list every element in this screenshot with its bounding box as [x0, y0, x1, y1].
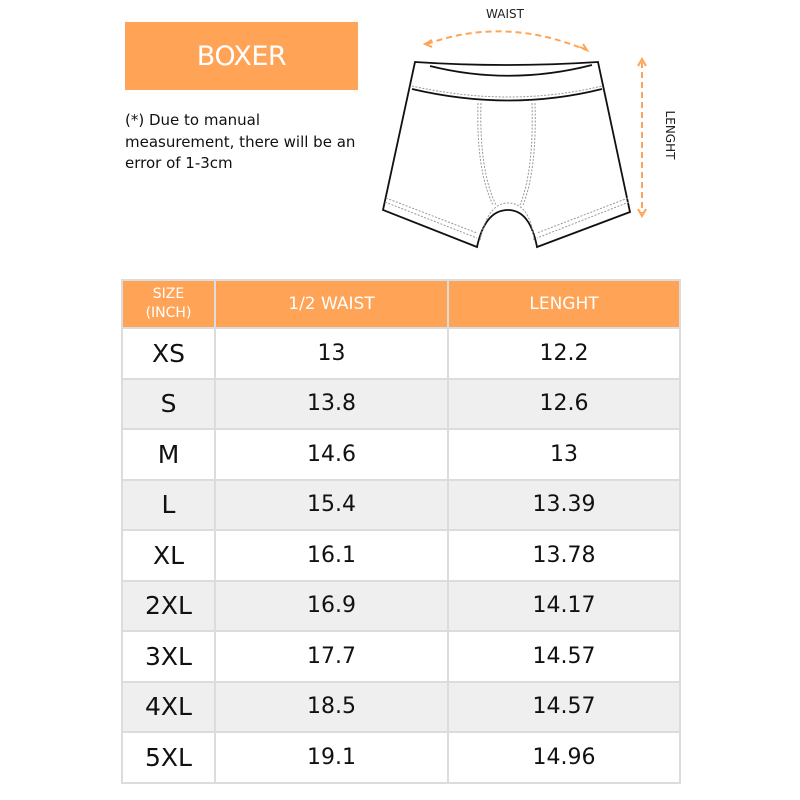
waist-cell: 13.8	[214, 377, 449, 430]
waist-label: WAIST	[486, 7, 525, 21]
length-cell: 14.57	[447, 630, 681, 683]
header-waist: 1/2 WAIST	[214, 279, 449, 329]
table-row: 3XL 17.7 14.57	[121, 630, 681, 683]
table-row: XS 13 12.2	[121, 327, 681, 380]
table-row: 5XL 19.1 14.96	[121, 731, 681, 784]
waist-cell: 17.7	[214, 630, 449, 683]
waist-arrow	[426, 30, 587, 51]
length-cell: 14.17	[447, 579, 681, 632]
table-row: S 13.8 12.6	[121, 377, 681, 430]
table-row: XL 16.1 13.78	[121, 529, 681, 582]
size-cell: XS	[121, 327, 216, 380]
length-label: LENGHT	[663, 111, 677, 161]
size-cell: XL	[121, 529, 216, 582]
boxer-stitching	[384, 85, 630, 241]
table-row: 4XL 18.5 14.57	[121, 680, 681, 733]
boxer-outline	[381, 61, 632, 249]
size-cell: M	[121, 428, 216, 481]
boxer-illustration: WAIST LENGHT	[381, 7, 677, 249]
waist-cell: 18.5	[214, 680, 449, 733]
waist-cell: 16.9	[214, 579, 449, 632]
waist-cell: 19.1	[214, 731, 449, 784]
size-cell: 5XL	[121, 731, 216, 784]
size-cell: 4XL	[121, 680, 216, 733]
length-cell: 12.2	[447, 327, 681, 380]
length-cell: 13.39	[447, 478, 681, 531]
length-arrow-heads	[637, 56, 647, 219]
measurement-note: (*) Due to manual measurement, there wil…	[125, 111, 356, 172]
size-table: SIZE (INCH) 1/2 WAIST LENGHT XS 13 12.2 S 13.…	[121, 279, 681, 784]
header-size-line2: (INCH)	[145, 305, 192, 321]
waist-arrow-head-left	[422, 39, 433, 48]
size-cell: S	[121, 377, 216, 430]
header-length: LENGHT	[447, 279, 681, 329]
waist-cell: 13	[214, 327, 449, 380]
table-header-row: SIZE (INCH) 1/2 WAIST LENGHT	[121, 279, 681, 329]
size-cell: 2XL	[121, 579, 216, 632]
header-size-line1: SIZE	[152, 286, 185, 302]
waist-cell: 15.4	[214, 478, 449, 531]
size-cell: 3XL	[121, 630, 216, 683]
waist-cell: 16.1	[214, 529, 449, 582]
table-row: L 15.4 13.39	[121, 478, 681, 531]
size-cell: L	[121, 478, 216, 531]
length-cell: 13	[447, 428, 681, 481]
table-row: M 14.6 13	[121, 428, 681, 481]
title-banner: BOXER	[125, 22, 358, 90]
length-cell: 14.96	[447, 731, 681, 784]
title: BOXER	[196, 40, 287, 72]
waist-cell: 14.6	[214, 428, 449, 481]
header-size: SIZE (INCH)	[121, 279, 216, 329]
waist-arrow-head-right	[579, 43, 590, 53]
length-cell: 12.6	[447, 377, 681, 430]
table-row: 2XL 16.9 14.17	[121, 579, 681, 632]
length-cell: 14.57	[447, 680, 681, 733]
length-cell: 13.78	[447, 529, 681, 582]
